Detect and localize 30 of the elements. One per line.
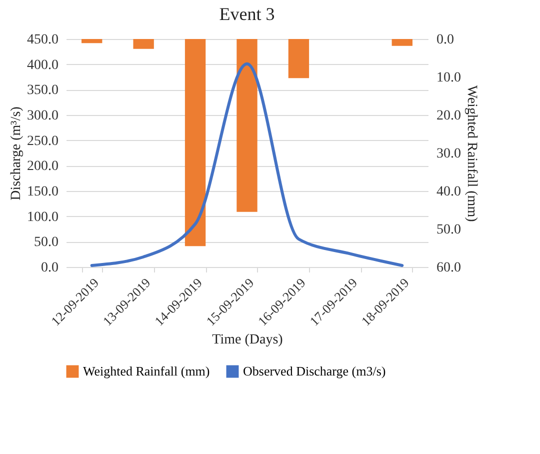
line-series xyxy=(90,62,404,267)
y2-tick-label: 60.0 xyxy=(436,260,461,276)
y2-tick-label: 40.0 xyxy=(436,184,461,200)
y2-axis-title: Weighted Rainfall (mm) xyxy=(464,85,479,222)
y2-tick-label: 50.0 xyxy=(436,222,461,238)
y-tick-label: 350.0 xyxy=(27,83,58,98)
y2-tick-label: 0.0 xyxy=(436,32,454,48)
legend-label: Observed Discharge (m3/s) xyxy=(243,364,386,379)
bar xyxy=(82,39,102,44)
y-tick-label: 100.0 xyxy=(27,210,58,225)
y2-tick-label: 10.0 xyxy=(436,70,461,86)
bar xyxy=(288,39,310,78)
y-tick-label: 400.0 xyxy=(27,58,58,73)
bar xyxy=(184,39,206,246)
y-axis-title: Discharge (m³/s) xyxy=(9,106,24,200)
legend-label: Weighted Rainfall (mm) xyxy=(83,364,210,379)
bar xyxy=(392,39,412,46)
y2-tick-label: 20.0 xyxy=(436,108,461,124)
y-tick-label: 150.0 xyxy=(27,184,58,200)
y-tick-label: 200.0 xyxy=(27,159,58,174)
x-axis-title: Time (Days) xyxy=(212,332,284,348)
y2-tick-label: 30.0 xyxy=(436,146,461,162)
y-tick-label: 250.0 xyxy=(27,134,58,149)
y-tick-label: 50.0 xyxy=(34,235,58,250)
y-tick-label: 0.0 xyxy=(41,260,58,276)
bar xyxy=(236,39,258,212)
y-tick-label: 450.0 xyxy=(27,32,58,48)
bar xyxy=(133,39,154,49)
chart-title: Event 3 xyxy=(219,4,275,24)
y-tick-label: 300.0 xyxy=(27,108,58,124)
